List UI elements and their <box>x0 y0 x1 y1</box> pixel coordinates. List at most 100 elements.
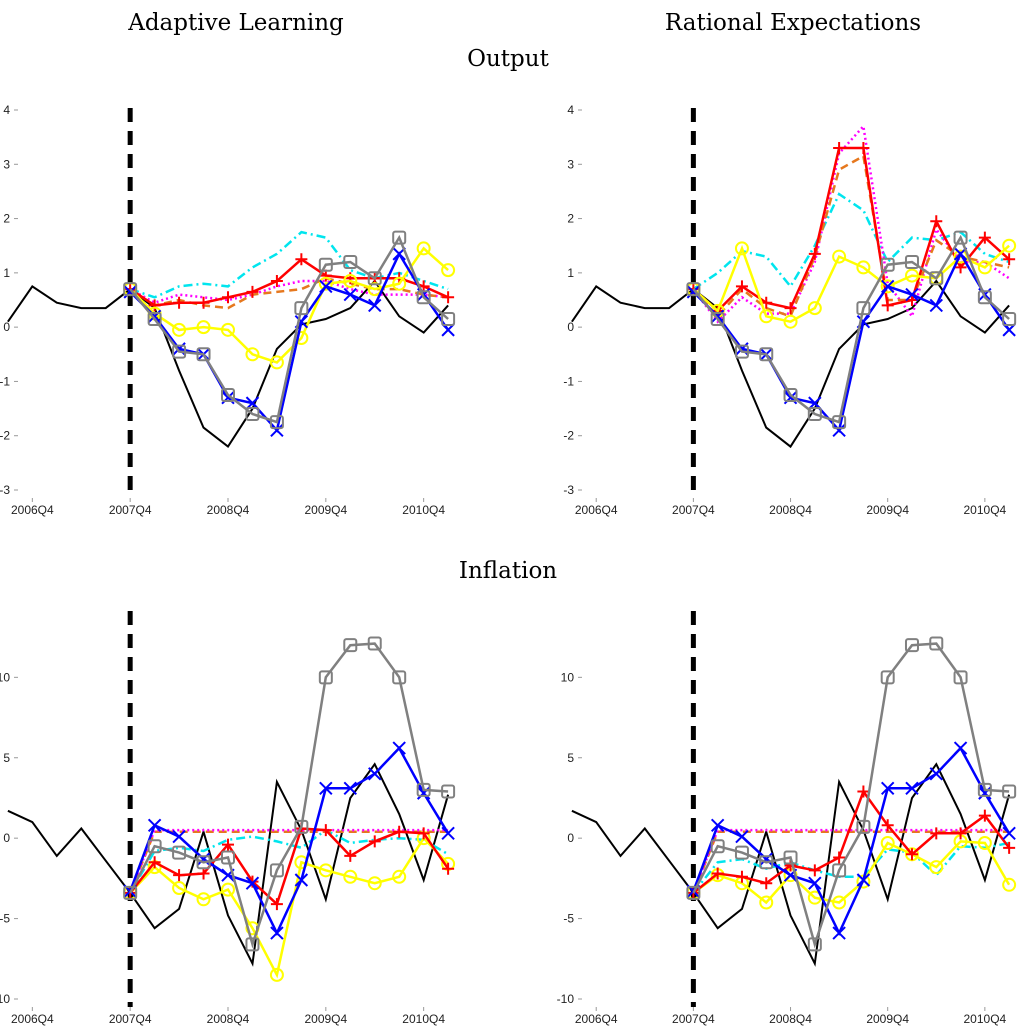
marker <box>808 876 822 890</box>
marker <box>856 873 871 887</box>
x-tick-label: 2008Q4 <box>207 1012 250 1026</box>
x-tick-label: 2007Q4 <box>672 1012 715 1026</box>
row-title: Output <box>467 46 549 72</box>
y-tick-label: 10 <box>561 670 575 684</box>
marker <box>905 848 918 861</box>
series-line <box>692 642 1010 949</box>
marker <box>123 282 138 297</box>
y-tick-label: -3 <box>563 483 574 497</box>
marker <box>978 809 991 822</box>
series-line <box>129 827 450 907</box>
marker <box>953 741 968 755</box>
x-tick-label: 2007Q4 <box>672 503 715 517</box>
y-tick-label: 5 <box>3 751 10 765</box>
marker <box>295 253 308 266</box>
x-tick-label: 2007Q4 <box>109 1012 152 1026</box>
marker <box>977 782 992 797</box>
series-line <box>129 836 450 979</box>
marker <box>392 276 407 291</box>
marker <box>856 301 871 316</box>
marker <box>367 271 382 286</box>
marker <box>929 767 943 781</box>
marker <box>953 249 968 264</box>
x-tick-label: 2009Q4 <box>866 503 909 517</box>
series-line <box>7 762 450 967</box>
x-tick-label: 2006Q4 <box>575 503 618 517</box>
marker <box>857 785 870 798</box>
marker <box>759 895 774 910</box>
row-title: Inflation <box>459 558 557 584</box>
marker <box>735 829 749 844</box>
marker <box>881 819 894 832</box>
marker <box>196 892 211 907</box>
marker <box>416 241 431 256</box>
marker <box>392 869 407 884</box>
y-tick-label: 1 <box>3 266 10 280</box>
marker <box>196 320 211 335</box>
y-tick-label: 3 <box>567 157 574 171</box>
series-line <box>571 762 1011 967</box>
marker <box>856 260 871 275</box>
marker <box>833 851 846 864</box>
marker <box>783 388 798 402</box>
x-tick-label: 2007Q4 <box>109 503 152 517</box>
marker <box>270 275 283 287</box>
x-tick-label: 2006Q4 <box>11 503 54 517</box>
marker <box>1003 253 1016 266</box>
marker <box>833 142 846 154</box>
marker <box>856 819 871 834</box>
marker <box>269 355 284 370</box>
marker <box>929 271 944 286</box>
marker <box>343 869 358 884</box>
marker <box>905 294 918 306</box>
marker <box>343 638 358 653</box>
marker <box>832 863 847 878</box>
marker <box>977 290 992 305</box>
marker <box>832 926 846 940</box>
marker <box>905 781 919 796</box>
marker <box>1003 841 1016 854</box>
marker <box>759 347 774 362</box>
marker <box>735 280 748 293</box>
series-line <box>129 246 449 364</box>
marker <box>368 835 381 848</box>
marker <box>196 852 211 866</box>
marker <box>1002 238 1017 253</box>
y-tick-label: -3 <box>0 483 10 497</box>
y-tick-label: -5 <box>563 912 574 926</box>
column-title: Rational Expectations <box>665 10 921 36</box>
y-tick-label: -5 <box>0 912 10 926</box>
marker <box>857 142 870 154</box>
x-tick-label: 2008Q4 <box>769 503 812 517</box>
x-tick-label: 2008Q4 <box>769 1012 812 1026</box>
series-line <box>692 251 1011 433</box>
marker <box>294 301 309 316</box>
marker <box>220 882 235 897</box>
marker <box>954 827 967 840</box>
marker <box>245 937 260 952</box>
marker <box>172 344 187 359</box>
marker <box>270 926 284 940</box>
marker <box>318 276 333 291</box>
x-tick-label: 2006Q4 <box>11 1012 54 1026</box>
marker <box>929 636 944 651</box>
marker <box>832 249 847 264</box>
y-tick-label: 0 <box>567 831 574 845</box>
marker <box>807 407 822 421</box>
marker <box>344 849 357 862</box>
marker <box>880 835 895 850</box>
marker <box>442 291 455 304</box>
marker <box>197 867 210 880</box>
marker <box>710 839 725 854</box>
marker <box>318 670 333 685</box>
marker <box>172 881 187 896</box>
x-tick-label: 2006Q4 <box>575 1012 618 1026</box>
marker <box>442 862 455 875</box>
y-tick-label: 0 <box>3 831 10 845</box>
marker <box>245 407 260 421</box>
marker <box>832 415 847 430</box>
marker <box>220 850 235 865</box>
marker <box>977 835 992 850</box>
marker <box>416 782 431 797</box>
series-line <box>129 230 449 299</box>
